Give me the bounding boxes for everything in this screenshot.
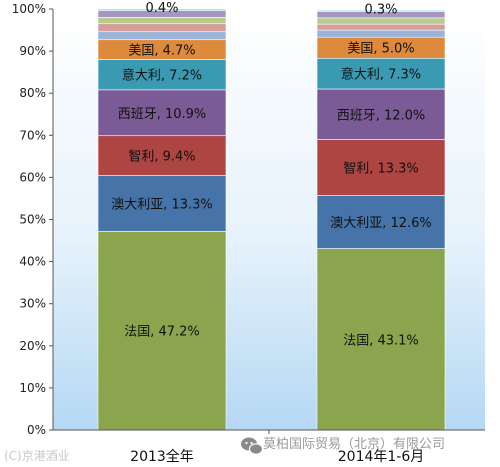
y-tick-label: 10% xyxy=(19,381,46,395)
data-label: 澳大利亚, 12.6% xyxy=(330,215,432,231)
bar-segment xyxy=(316,248,446,431)
y-tick-label: 80% xyxy=(19,86,46,100)
data-label: 法国, 47.2% xyxy=(124,325,200,340)
bar-segment xyxy=(97,23,227,33)
bar-segment xyxy=(97,31,227,41)
y-tick-label: 20% xyxy=(19,339,46,353)
data-label: 意大利, 7.3% xyxy=(341,67,421,83)
wechat-icon xyxy=(241,437,264,455)
bar-segment xyxy=(316,88,446,140)
data-label: 美国, 4.7% xyxy=(128,44,195,59)
data-label: 0.4% xyxy=(145,1,178,16)
data-label: 澳大利亚, 13.3% xyxy=(111,196,213,212)
y-tick-label: 40% xyxy=(19,255,46,269)
bar-segment xyxy=(316,195,446,249)
data-label: 智利, 9.4% xyxy=(128,150,195,165)
bar-segment xyxy=(316,139,446,196)
data-label: 西班牙, 12.0% xyxy=(337,108,426,123)
bar-segment xyxy=(316,17,446,25)
bar-segment xyxy=(316,57,446,90)
bar-segment xyxy=(97,59,227,91)
data-label: 意大利, 7.2% xyxy=(122,68,202,84)
bar-segment xyxy=(316,29,446,38)
y-tick-label: 70% xyxy=(19,128,46,142)
data-label: 智利, 13.3% xyxy=(343,162,419,177)
data-label: 0.3% xyxy=(364,2,397,17)
bar-segment xyxy=(97,8,227,11)
y-tick-label: 0% xyxy=(27,423,46,437)
y-tick-label: 100% xyxy=(12,2,46,16)
y-tick-label: 90% xyxy=(19,44,46,58)
bar-segment xyxy=(97,89,227,137)
data-label: 法国, 43.1% xyxy=(343,333,419,348)
x-tick-label: 2013全年 xyxy=(130,448,194,465)
y-tick-label: 60% xyxy=(19,170,46,184)
bar-segment xyxy=(97,17,227,25)
bar-segment xyxy=(97,135,227,176)
bar-segment xyxy=(316,9,446,12)
y-tick-label: 50% xyxy=(19,213,46,227)
watermark-text: (C)京港酒业 xyxy=(4,449,70,463)
y-tick-label: 30% xyxy=(19,297,46,311)
brand-text: 莫柏国际贸易（北京）有限公司 xyxy=(263,437,445,452)
data-label: 西班牙, 10.9% xyxy=(118,107,207,122)
bar-segment xyxy=(97,230,227,431)
data-label: 美国, 5.0% xyxy=(347,42,414,57)
x-tick-label: 2014年1-6月 xyxy=(338,449,425,465)
bar-segment xyxy=(316,23,446,31)
